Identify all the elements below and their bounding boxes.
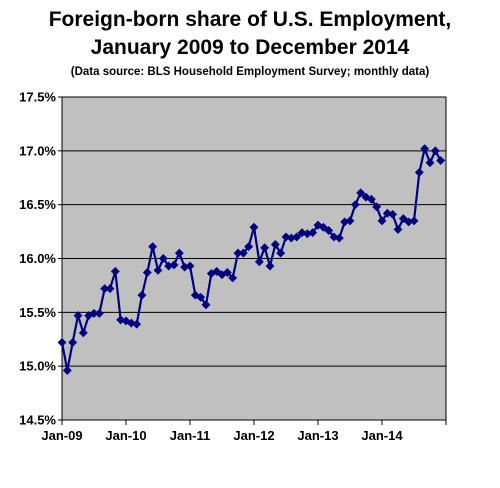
data-point [254, 257, 264, 267]
data-point [270, 239, 280, 250]
data-point [78, 328, 88, 338]
y-tick-label: 17.0% [19, 143, 56, 158]
data-point [158, 253, 168, 264]
data-point [73, 311, 83, 321]
data-point [324, 225, 334, 236]
x-tick-label: Jan-12 [233, 428, 274, 443]
data-point [244, 242, 254, 252]
chart-title-line-1: Foreign-born share of U.S. Employment, [48, 8, 452, 31]
data-point [169, 260, 179, 270]
chart-subtitle: (Data source: BLS Household Employment S… [70, 66, 430, 78]
y-tick-label: 14.5% [19, 413, 56, 428]
data-point [388, 209, 398, 219]
y-tick-label: 15.5% [19, 305, 56, 320]
data-point [132, 319, 142, 329]
y-tick-label: 17.5% [19, 90, 56, 105]
data-point [174, 248, 184, 258]
data-point [260, 243, 270, 253]
data-point [334, 233, 344, 243]
data-point [196, 292, 206, 302]
data-point [377, 216, 387, 226]
data-point [137, 290, 147, 300]
data-point [142, 267, 152, 278]
data-point [372, 202, 382, 212]
data-point [201, 300, 211, 310]
data-point [238, 248, 248, 258]
data-point [420, 144, 430, 154]
data-point [116, 315, 126, 325]
y-tick-label: 16.5% [19, 197, 56, 212]
y-tick-label: 15.0% [19, 359, 56, 374]
data-point [249, 222, 259, 232]
data-point [110, 266, 120, 276]
data-point [222, 267, 232, 278]
data-point [436, 155, 446, 166]
data-point [393, 224, 403, 234]
data-point [345, 216, 355, 226]
data-point [425, 158, 435, 168]
data-point [297, 228, 307, 238]
data-point [292, 232, 302, 242]
data-point [94, 308, 104, 318]
data-point [62, 365, 72, 376]
data-point [366, 194, 376, 204]
data-point [121, 316, 131, 326]
data-point [409, 216, 419, 226]
data-point [153, 265, 163, 275]
chart-title-line-2: January 2009 to December 2014 [90, 36, 410, 59]
data-point [265, 261, 275, 271]
data-point [185, 261, 195, 271]
x-tick-label: Jan-10 [105, 428, 146, 443]
y-tick-label: 16.0% [19, 251, 56, 266]
x-tick-label: Jan-14 [361, 428, 403, 443]
data-point [308, 228, 318, 238]
data-point [68, 337, 78, 348]
x-tick-label: Jan-11 [170, 428, 210, 443]
data-point [414, 167, 424, 177]
x-tick-label: Jan-13 [297, 428, 338, 443]
data-point [350, 200, 360, 210]
data-point [430, 146, 440, 156]
data-point [276, 248, 286, 258]
data-point [105, 284, 115, 294]
data-point [228, 273, 238, 283]
x-tick-label: Jan-09 [41, 428, 82, 443]
data-point [356, 188, 366, 198]
data-point [148, 242, 158, 252]
data-point [57, 337, 67, 348]
